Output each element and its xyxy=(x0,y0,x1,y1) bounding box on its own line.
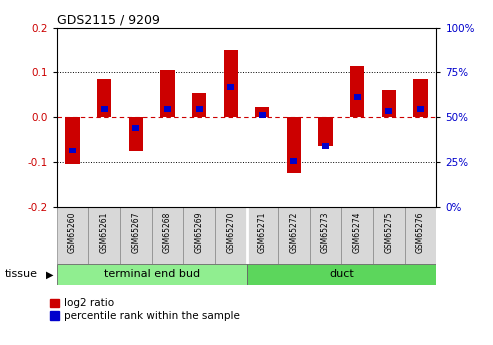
Bar xyxy=(129,117,143,151)
Text: GSM65271: GSM65271 xyxy=(258,211,267,253)
Bar xyxy=(196,106,203,112)
Text: terminal end bud: terminal end bud xyxy=(104,269,200,279)
Bar xyxy=(417,106,424,112)
Bar xyxy=(405,207,436,264)
Text: GSM65276: GSM65276 xyxy=(416,211,425,253)
Bar xyxy=(227,84,234,90)
Text: GSM65275: GSM65275 xyxy=(385,211,393,253)
Text: GSM65261: GSM65261 xyxy=(100,211,108,253)
Bar xyxy=(322,143,329,149)
Bar xyxy=(413,79,427,117)
Legend: log2 ratio, percentile rank within the sample: log2 ratio, percentile rank within the s… xyxy=(50,298,240,321)
Bar xyxy=(354,94,361,100)
Bar xyxy=(215,207,246,264)
Bar xyxy=(164,106,171,112)
Bar xyxy=(57,207,88,264)
Text: GSM65269: GSM65269 xyxy=(195,211,204,253)
Bar xyxy=(183,207,215,264)
Bar xyxy=(223,50,238,117)
Text: GDS2115 / 9209: GDS2115 / 9209 xyxy=(57,13,160,27)
Bar xyxy=(192,92,206,117)
Text: tissue: tissue xyxy=(5,269,38,279)
Text: GSM65270: GSM65270 xyxy=(226,211,235,253)
Bar xyxy=(373,207,405,264)
Bar xyxy=(97,79,111,117)
Bar xyxy=(318,117,333,146)
Text: GSM65260: GSM65260 xyxy=(68,211,77,253)
Bar xyxy=(57,264,246,285)
Text: GSM65268: GSM65268 xyxy=(163,211,172,253)
Bar xyxy=(255,107,270,117)
Bar xyxy=(101,106,107,112)
Text: ▶: ▶ xyxy=(46,269,53,279)
Bar xyxy=(290,158,297,164)
Bar xyxy=(88,207,120,264)
Bar xyxy=(246,264,436,285)
Bar xyxy=(287,117,301,173)
Text: duct: duct xyxy=(329,269,354,279)
Bar xyxy=(160,70,175,117)
Bar xyxy=(132,125,139,131)
Bar xyxy=(341,207,373,264)
Bar xyxy=(386,108,392,114)
Bar xyxy=(259,112,266,118)
Bar xyxy=(278,207,310,264)
Text: GSM65272: GSM65272 xyxy=(289,211,298,253)
Text: GSM65273: GSM65273 xyxy=(321,211,330,253)
Bar xyxy=(120,207,152,264)
Bar xyxy=(382,90,396,117)
Bar xyxy=(310,207,341,264)
Bar xyxy=(246,207,278,264)
Bar xyxy=(69,148,76,154)
Bar xyxy=(350,66,364,117)
Bar xyxy=(152,207,183,264)
Text: GSM65274: GSM65274 xyxy=(352,211,362,253)
Text: GSM65267: GSM65267 xyxy=(131,211,141,253)
Bar xyxy=(66,117,80,164)
